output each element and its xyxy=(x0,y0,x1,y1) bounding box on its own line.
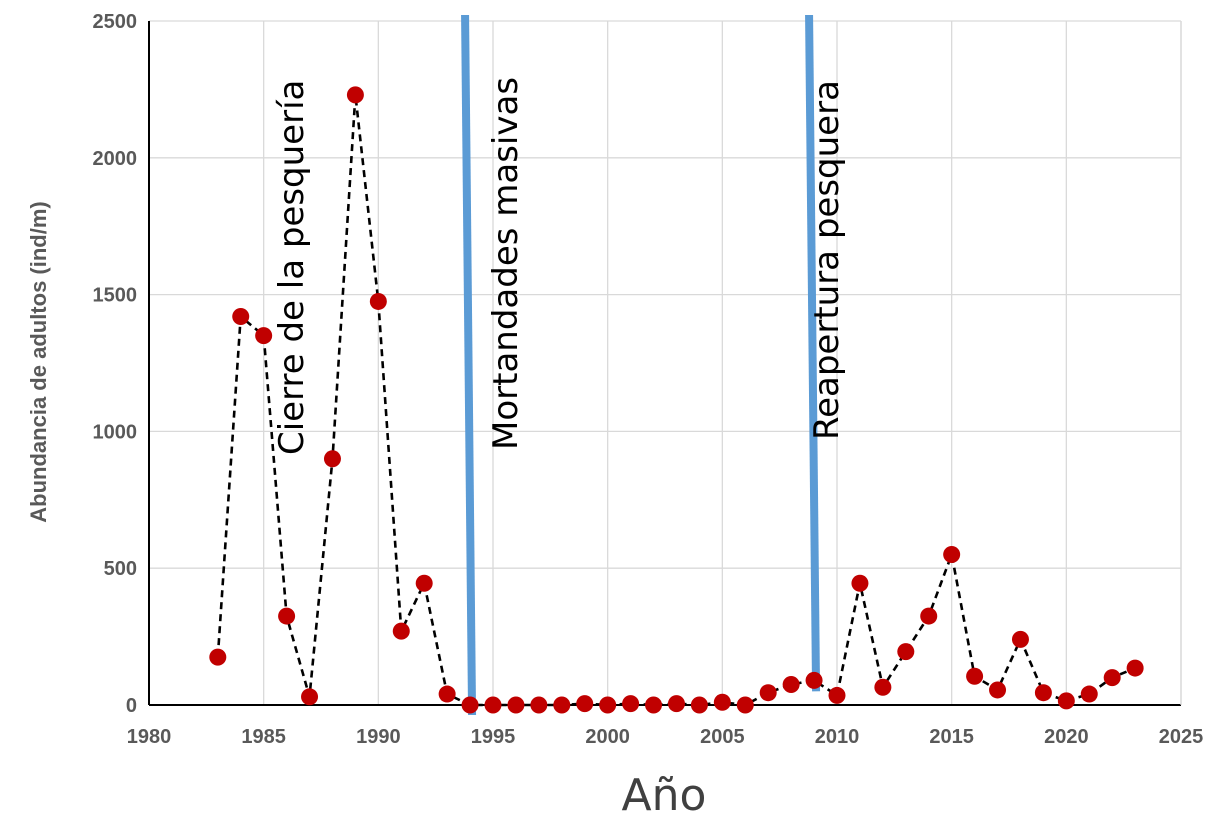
data-point xyxy=(599,696,617,714)
data-point xyxy=(759,684,777,702)
event-line xyxy=(805,14,821,692)
data-point xyxy=(989,681,1007,699)
data-point xyxy=(232,307,250,325)
data-point xyxy=(392,622,410,640)
axes xyxy=(148,21,1182,706)
x-tick-label: 2025 xyxy=(1159,726,1204,748)
data-point xyxy=(874,678,892,696)
data-point xyxy=(438,685,456,703)
data-series xyxy=(209,86,1144,714)
y-tick-label: 1500 xyxy=(93,285,138,307)
y-tick-label: 0 xyxy=(126,695,137,717)
data-point xyxy=(461,696,479,714)
x-tick-label: 2000 xyxy=(585,726,630,748)
y-axis-label: Abundancia de adultos (ind/m) xyxy=(26,201,51,522)
data-point xyxy=(782,675,800,693)
data-point xyxy=(530,696,548,714)
data-point xyxy=(278,607,296,625)
x-axis-label: Año xyxy=(622,770,707,814)
tick-labels: 1980 1985 1990 1995 2000 2005 2010 2015 2020 2025… xyxy=(93,11,1204,748)
data-point xyxy=(1011,630,1029,648)
y-tick-label: 1000 xyxy=(93,421,138,443)
x-tick-label: 1980 xyxy=(127,726,172,748)
data-point xyxy=(667,695,685,713)
data-point xyxy=(209,648,227,666)
x-tick-label: 1990 xyxy=(356,726,401,748)
data-point xyxy=(1126,659,1144,677)
data-point xyxy=(736,696,754,714)
data-point xyxy=(1057,692,1075,710)
data-point xyxy=(553,696,571,714)
data-point xyxy=(323,450,341,468)
data-point xyxy=(943,546,961,564)
annotation-label: Cierre de la pesquería xyxy=(272,80,312,455)
x-tick-label: 2020 xyxy=(1044,726,1089,748)
data-point xyxy=(1103,669,1121,687)
data-point xyxy=(713,693,731,711)
data-point xyxy=(851,574,869,592)
data-point xyxy=(1080,685,1098,703)
event-line xyxy=(461,14,477,716)
y-tick-label: 2500 xyxy=(93,11,138,33)
annotation-label: Reapertura pesquera xyxy=(807,80,847,440)
data-point xyxy=(507,696,525,714)
data-point xyxy=(484,696,502,714)
x-tick-label: 1995 xyxy=(471,726,516,748)
data-point xyxy=(415,574,433,592)
data-point xyxy=(576,695,594,713)
series-line xyxy=(216,94,1136,707)
data-point xyxy=(1034,684,1052,702)
data-point xyxy=(645,696,663,714)
x-tick-label: 2015 xyxy=(929,726,974,748)
data-point xyxy=(622,695,640,713)
annotation-label: Mortandades masivas xyxy=(486,77,526,450)
data-point xyxy=(346,86,364,104)
x-tick-label: 1985 xyxy=(241,726,286,748)
data-point xyxy=(301,688,319,706)
annotations: Cierre de la pesquería Mortandades masiva… xyxy=(272,77,847,455)
y-tick-label: 500 xyxy=(104,558,137,580)
x-tick-label: 2010 xyxy=(815,726,860,748)
data-point xyxy=(897,643,915,661)
data-point xyxy=(255,327,273,345)
data-point xyxy=(690,696,708,714)
event-lines xyxy=(461,14,821,716)
data-point xyxy=(920,607,938,625)
data-point xyxy=(828,686,846,704)
data-point xyxy=(369,292,387,310)
x-tick-label: 2005 xyxy=(700,726,745,748)
data-point xyxy=(805,671,823,689)
data-point xyxy=(966,667,984,685)
y-tick-label: 2000 xyxy=(93,148,138,170)
